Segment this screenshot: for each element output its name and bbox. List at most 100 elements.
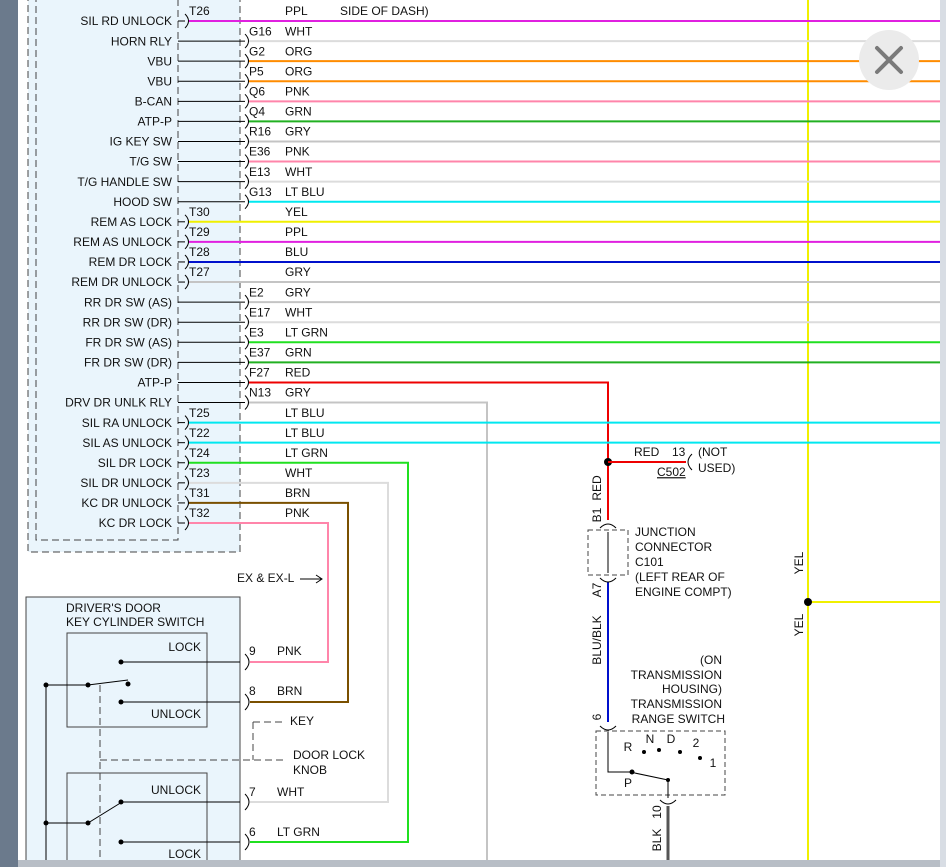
wires (188, 20, 940, 867)
terminal-label: REM DR UNLOCK (71, 275, 172, 289)
mechanical-link (99, 685, 283, 867)
position: R (624, 740, 633, 754)
close-button[interactable] (859, 30, 919, 90)
contact (698, 756, 702, 760)
terminal-label: T/G SW (129, 155, 172, 169)
connector (184, 475, 189, 491)
wire-label: GRY (285, 386, 311, 400)
wire-label: BLK (650, 829, 664, 852)
switch-pos: LOCK (168, 640, 201, 654)
arrow (300, 574, 323, 584)
wire-label: GRN (285, 105, 312, 119)
control-unit-inner (35, 0, 179, 541)
wire (188, 481, 389, 803)
connector (184, 214, 189, 230)
connector (599, 725, 617, 731)
connector (184, 515, 189, 531)
connector (184, 455, 189, 471)
wire-label: ORG (285, 44, 312, 58)
connector (244, 114, 249, 129)
switch-label: TRANSMISSION (631, 697, 722, 711)
pin-label: N13 (249, 386, 271, 400)
pin-label: 13 (672, 445, 686, 459)
switch-pos: UNLOCK (151, 707, 201, 721)
terminal-label: ATP-P (138, 115, 172, 129)
switch-title: DRIVER'S DOOR (66, 601, 161, 615)
note: (ON (700, 653, 722, 667)
note: EX & EX-L (237, 571, 295, 585)
terminal-label: SIL RA UNLOCK (82, 416, 172, 430)
wire-label: PNK (285, 506, 310, 520)
switch-pos: UNLOCK (151, 783, 201, 797)
wire-label: BLU/BLK (590, 615, 604, 664)
pin-label: 9 (249, 644, 256, 658)
frame-edge (0, 0, 18, 867)
pin-label: Q6 (249, 84, 265, 98)
switch-section (66, 632, 208, 728)
terminal-label: SIL RD UNLOCK (80, 14, 172, 28)
switch-pos: LOCK (168, 847, 201, 861)
terminal-label: DRV DR UNLK RLY (65, 396, 172, 410)
wire-label: WHT (285, 466, 313, 480)
connector (184, 234, 189, 250)
position: P (624, 776, 632, 790)
wire-label: RED (285, 366, 311, 380)
wire-label: PNK (285, 145, 310, 159)
connector (244, 294, 249, 310)
pin-label: T28 (189, 245, 210, 259)
pin-label: B1 (590, 507, 604, 522)
connector (659, 799, 677, 805)
splice (804, 598, 812, 606)
contact (642, 750, 646, 754)
pin-label: 10 (650, 805, 664, 819)
terminal-label: SIL AS UNLOCK (82, 436, 172, 450)
terminal-label: KC DR UNLOCK (81, 496, 172, 510)
switch-contacts (45, 661, 240, 867)
pin-label: E36 (249, 145, 271, 159)
wire-label: PNK (285, 84, 310, 98)
close-icon[interactable] (875, 46, 903, 74)
pin-label: T25 (189, 406, 210, 420)
wire-label: LT BLU (285, 185, 325, 199)
wire-label: WHT (285, 24, 313, 38)
wire-label: LT BLU (285, 426, 325, 440)
wire-label: BLU (285, 245, 308, 259)
position: 2 (693, 736, 700, 750)
connector (244, 194, 249, 210)
door-switch-box (25, 596, 241, 867)
frame-edge (940, 0, 946, 867)
connector (244, 134, 249, 149)
pin-label: E3 (249, 325, 264, 339)
junction-box (587, 529, 629, 576)
connector (244, 73, 249, 89)
connector (244, 355, 249, 370)
terminal-label: REM DR LOCK (89, 255, 172, 269)
connector (244, 395, 249, 410)
terminal-label: T/G HANDLE SW (77, 175, 172, 189)
pin-label: 8 (249, 684, 256, 698)
wire-label: PNK (277, 644, 302, 658)
terminal-label: SIL DR UNLOCK (80, 476, 172, 490)
labels: SIL RD UNLOCK T26 PPL HORN RLY G16 WHT VBU G2 OR… (65, 4, 328, 531)
contact (678, 750, 682, 754)
pin-label: E17 (249, 305, 271, 319)
wire-label: PPL (285, 4, 308, 18)
connector (244, 33, 249, 49)
terminal-label: FR DR SW (DR) (84, 356, 172, 370)
pin-label: G16 (249, 24, 272, 38)
pin-label: T24 (189, 446, 210, 460)
switch-label: RANGE SWITCH (632, 712, 725, 726)
pin-label: T32 (189, 506, 210, 520)
terminal-label: RR DR SW (AS) (84, 295, 172, 309)
terminal-label: FR DR SW (AS) (85, 335, 172, 349)
connector-label: C502 (657, 465, 686, 479)
wire-label: YEL (792, 613, 806, 636)
note: SIDE OF DASH) (340, 4, 429, 18)
pin-label: T26 (189, 4, 210, 18)
junction-label: CONNECTOR (635, 540, 712, 554)
wire-label: PPL (285, 225, 308, 239)
pin-label: T27 (189, 265, 210, 279)
connector (244, 375, 249, 390)
position: D (667, 732, 676, 746)
